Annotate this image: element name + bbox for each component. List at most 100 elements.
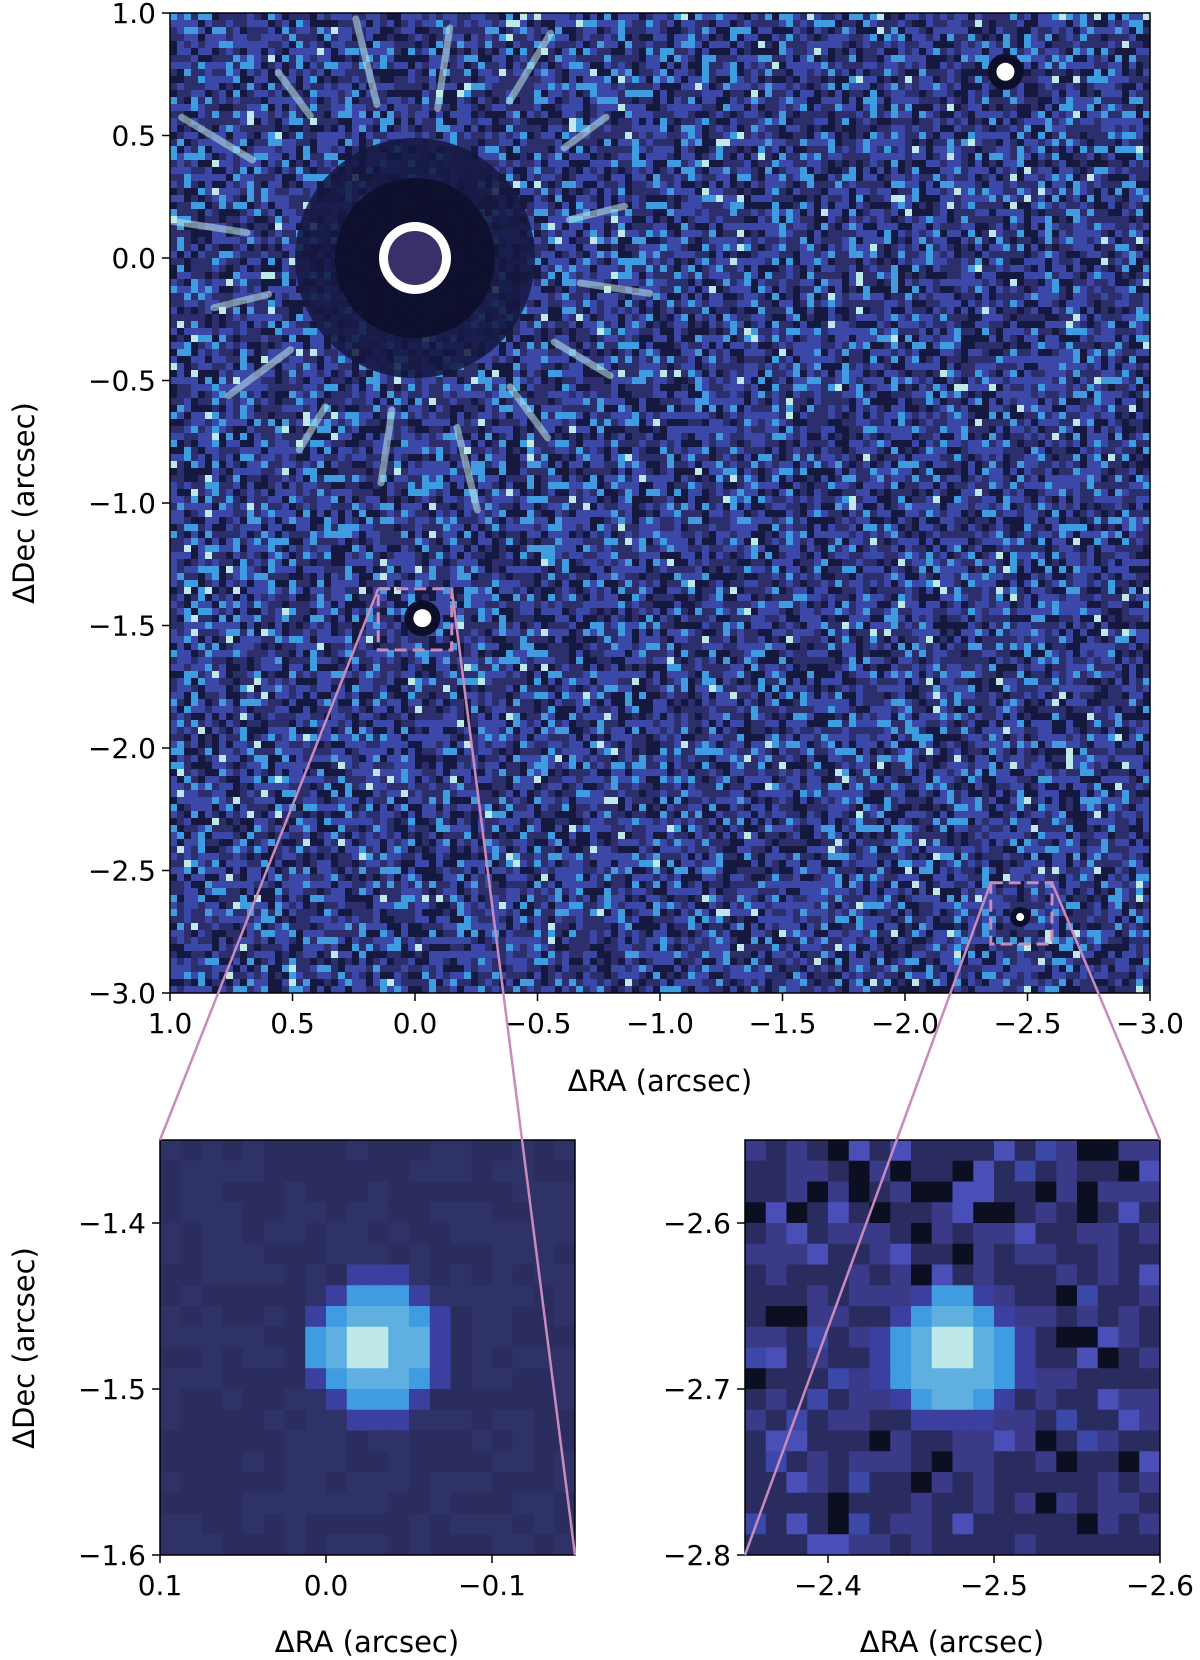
noise-pixel	[814, 160, 821, 167]
noise-pixel	[464, 48, 471, 55]
noise-pixel	[1143, 34, 1150, 41]
noise-pixel	[303, 55, 310, 62]
noise-pixel	[240, 55, 247, 62]
noise-pixel	[1038, 279, 1045, 286]
noise-pixel	[674, 27, 681, 34]
noise-pixel	[1010, 132, 1017, 139]
noise-pixel	[352, 83, 359, 90]
noise-pixel	[982, 181, 989, 188]
noise-pixel	[1087, 48, 1094, 55]
noise-pixel	[170, 209, 177, 216]
noise-pixel	[1094, 146, 1101, 153]
noise-pixel	[296, 76, 303, 83]
noise-pixel	[632, 97, 639, 104]
noise-pixel	[667, 90, 674, 97]
noise-pixel	[758, 237, 765, 244]
noise-pixel	[1115, 279, 1122, 286]
noise-pixel	[919, 328, 926, 335]
noise-pixel	[1045, 321, 1052, 328]
noise-pixel	[513, 160, 520, 167]
noise-pixel	[947, 195, 954, 202]
noise-pixel	[744, 321, 751, 328]
noise-pixel	[709, 314, 716, 321]
noise-pixel	[653, 146, 660, 153]
noise-pixel	[289, 188, 296, 195]
noise-pixel	[261, 104, 268, 111]
noise-pixel	[940, 293, 947, 300]
noise-pixel	[485, 83, 492, 90]
noise-pixel	[737, 153, 744, 160]
noise-pixel	[296, 356, 303, 363]
noise-pixel	[268, 209, 275, 216]
noise-pixel	[303, 48, 310, 55]
noise-pixel	[779, 293, 786, 300]
noise-pixel	[905, 209, 912, 216]
noise-pixel	[1038, 118, 1045, 125]
noise-pixel	[562, 314, 569, 321]
noise-pixel	[1066, 181, 1073, 188]
noise-pixel	[954, 244, 961, 251]
noise-pixel	[765, 230, 772, 237]
noise-pixel	[800, 209, 807, 216]
noise-pixel	[254, 286, 261, 293]
noise-pixel	[282, 104, 289, 111]
noise-pixel	[863, 167, 870, 174]
noise-pixel	[947, 118, 954, 125]
noise-pixel	[583, 34, 590, 41]
noise-pixel	[289, 69, 296, 76]
noise-pixel	[170, 279, 177, 286]
noise-pixel	[716, 216, 723, 223]
noise-pixel	[212, 34, 219, 41]
noise-pixel	[1038, 188, 1045, 195]
noise-pixel	[667, 62, 674, 69]
noise-pixel	[919, 216, 926, 223]
noise-pixel	[632, 153, 639, 160]
noise-pixel	[758, 118, 765, 125]
noise-pixel	[177, 76, 184, 83]
noise-pixel	[583, 272, 590, 279]
noise-pixel	[541, 307, 548, 314]
noise-pixel	[961, 307, 968, 314]
noise-pixel	[457, 41, 464, 48]
noise-pixel	[737, 174, 744, 181]
noise-pixel	[471, 55, 478, 62]
noise-pixel	[1143, 132, 1150, 139]
noise-pixel	[184, 146, 191, 153]
noise-pixel	[1066, 363, 1073, 370]
noise-pixel	[1143, 188, 1150, 195]
noise-pixel	[849, 202, 856, 209]
noise-pixel	[611, 363, 618, 370]
noise-pixel	[1010, 272, 1017, 279]
noise-pixel	[800, 307, 807, 314]
noise-pixel	[1122, 167, 1129, 174]
noise-pixel	[947, 209, 954, 216]
noise-pixel	[989, 293, 996, 300]
noise-pixel	[639, 160, 646, 167]
noise-pixel	[702, 125, 709, 132]
noise-pixel	[723, 69, 730, 76]
noise-pixel	[842, 321, 849, 328]
noise-pixel	[961, 48, 968, 55]
noise-pixel	[590, 13, 597, 20]
noise-pixel	[996, 328, 1003, 335]
noise-pixel	[590, 251, 597, 258]
noise-pixel	[233, 209, 240, 216]
noise-pixel	[240, 160, 247, 167]
noise-pixel	[723, 202, 730, 209]
noise-pixel	[625, 181, 632, 188]
noise-pixel	[933, 307, 940, 314]
noise-pixel	[821, 132, 828, 139]
noise-pixel	[548, 237, 555, 244]
noise-pixel	[387, 125, 394, 132]
noise-pixel	[548, 174, 555, 181]
noise-pixel	[877, 118, 884, 125]
noise-pixel	[786, 20, 793, 27]
noise-pixel	[849, 272, 856, 279]
noise-pixel	[611, 139, 618, 146]
noise-pixel	[569, 265, 576, 272]
noise-pixel	[261, 62, 268, 69]
noise-pixel	[849, 216, 856, 223]
noise-pixel	[688, 265, 695, 272]
noise-pixel	[695, 132, 702, 139]
noise-pixel	[821, 195, 828, 202]
